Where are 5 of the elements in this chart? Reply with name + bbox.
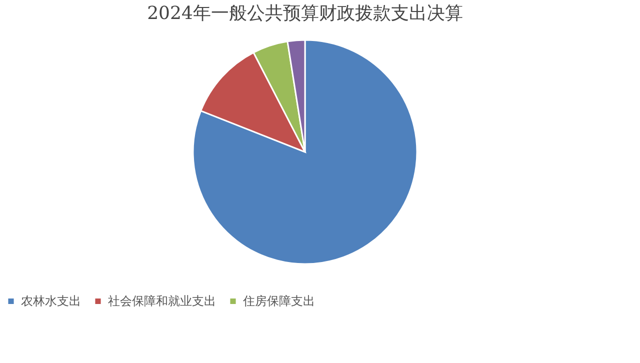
pie-slice (192, 39, 418, 265)
legend-label: 社会保障和就业支出 (108, 294, 216, 308)
legend-label: 住房保障支出 (242, 294, 315, 308)
legend-label: 农林水支出 (21, 294, 81, 308)
chart-title: 2024年一般公共预算财政拨款支出决算 (147, 3, 463, 24)
